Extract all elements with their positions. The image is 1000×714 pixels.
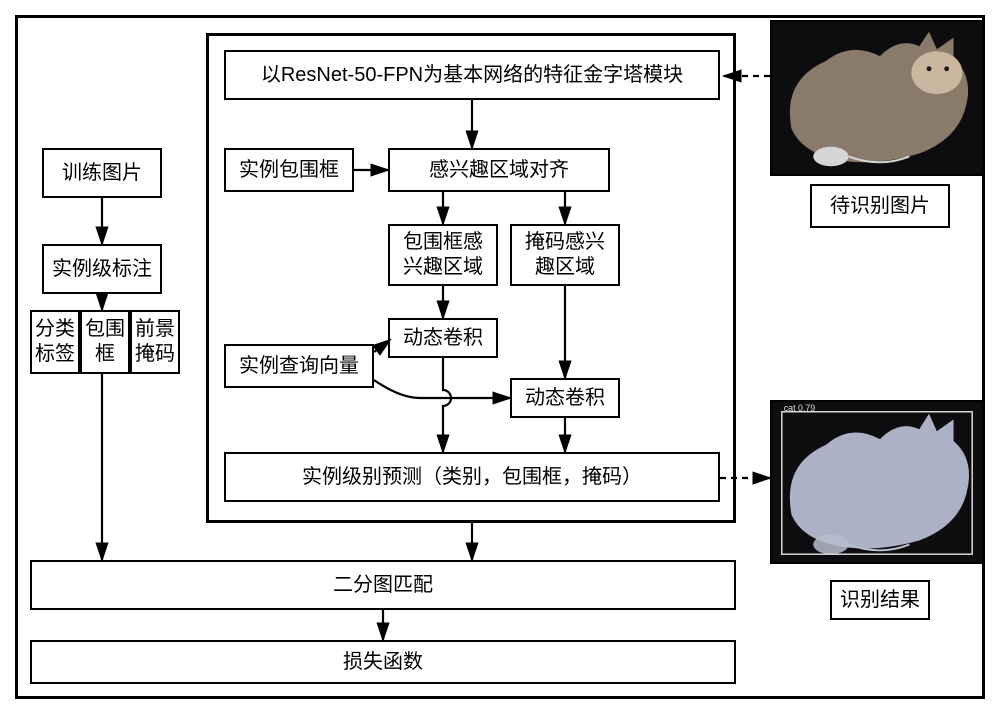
fg-mask-text: 前景 掩码 — [135, 317, 175, 367]
output-image-caption-box: 识别结果 — [830, 580, 930, 620]
instance-annotation-box: 实例级标注 — [42, 244, 162, 294]
class-label-text: 分类 标签 — [35, 317, 75, 367]
fpn-label: 以ResNet-50-FPN为基本网络的特征金字塔模块 — [261, 63, 683, 88]
instance-bbox-label: 实例包围框 — [239, 158, 339, 183]
dynamic-conv-1-box: 动态卷积 — [388, 318, 498, 358]
bbox-roi-box: 包围框感 兴趣区域 — [388, 224, 498, 286]
class-label-box: 分类 标签 — [30, 310, 80, 374]
fg-mask-box: 前景 掩码 — [130, 310, 180, 374]
instance-query-box: 实例查询向量 — [224, 344, 374, 388]
dynamic-conv-1-label: 动态卷积 — [403, 326, 483, 351]
input-image — [770, 20, 984, 176]
output-image-caption: 识别结果 — [840, 588, 920, 613]
input-image-caption: 待识别图片 — [830, 194, 930, 219]
output-image: cat 0.79 — [770, 400, 984, 564]
instance-annotation-label: 实例级标注 — [52, 257, 152, 282]
train-image-box: 训练图片 — [42, 148, 162, 198]
bipartite-match-box: 二分图匹配 — [30, 560, 736, 610]
bipartite-match-label: 二分图匹配 — [333, 573, 433, 598]
instance-prediction-box: 实例级别预测（类别，包围框，掩码） — [224, 452, 720, 502]
instance-bbox-box: 实例包围框 — [224, 148, 354, 192]
dynamic-conv-2-label: 动态卷积 — [525, 386, 605, 411]
bbox-label-text: 包围 框 — [85, 317, 125, 367]
input-image-caption-box: 待识别图片 — [810, 184, 950, 228]
roi-align-box: 感兴趣区域对齐 — [388, 148, 610, 192]
bbox-roi-label: 包围框感 兴趣区域 — [403, 230, 483, 280]
loss-label: 损失函数 — [343, 650, 423, 675]
bbox-label-box: 包围 框 — [80, 310, 130, 374]
roi-align-label: 感兴趣区域对齐 — [429, 158, 569, 183]
dynamic-conv-2-box: 动态卷积 — [510, 378, 620, 418]
train-image-label: 训练图片 — [62, 161, 142, 186]
instance-prediction-label: 实例级别预测（类别，包围框，掩码） — [302, 465, 642, 490]
mask-roi-box: 掩码感兴 趣区域 — [510, 224, 620, 286]
output-caption-text: cat 0.79 — [784, 403, 815, 413]
instance-query-label: 实例查询向量 — [239, 354, 359, 379]
mask-roi-label: 掩码感兴 趣区域 — [525, 230, 605, 280]
loss-box: 损失函数 — [30, 640, 736, 684]
fpn-box: 以ResNet-50-FPN为基本网络的特征金字塔模块 — [224, 50, 720, 100]
